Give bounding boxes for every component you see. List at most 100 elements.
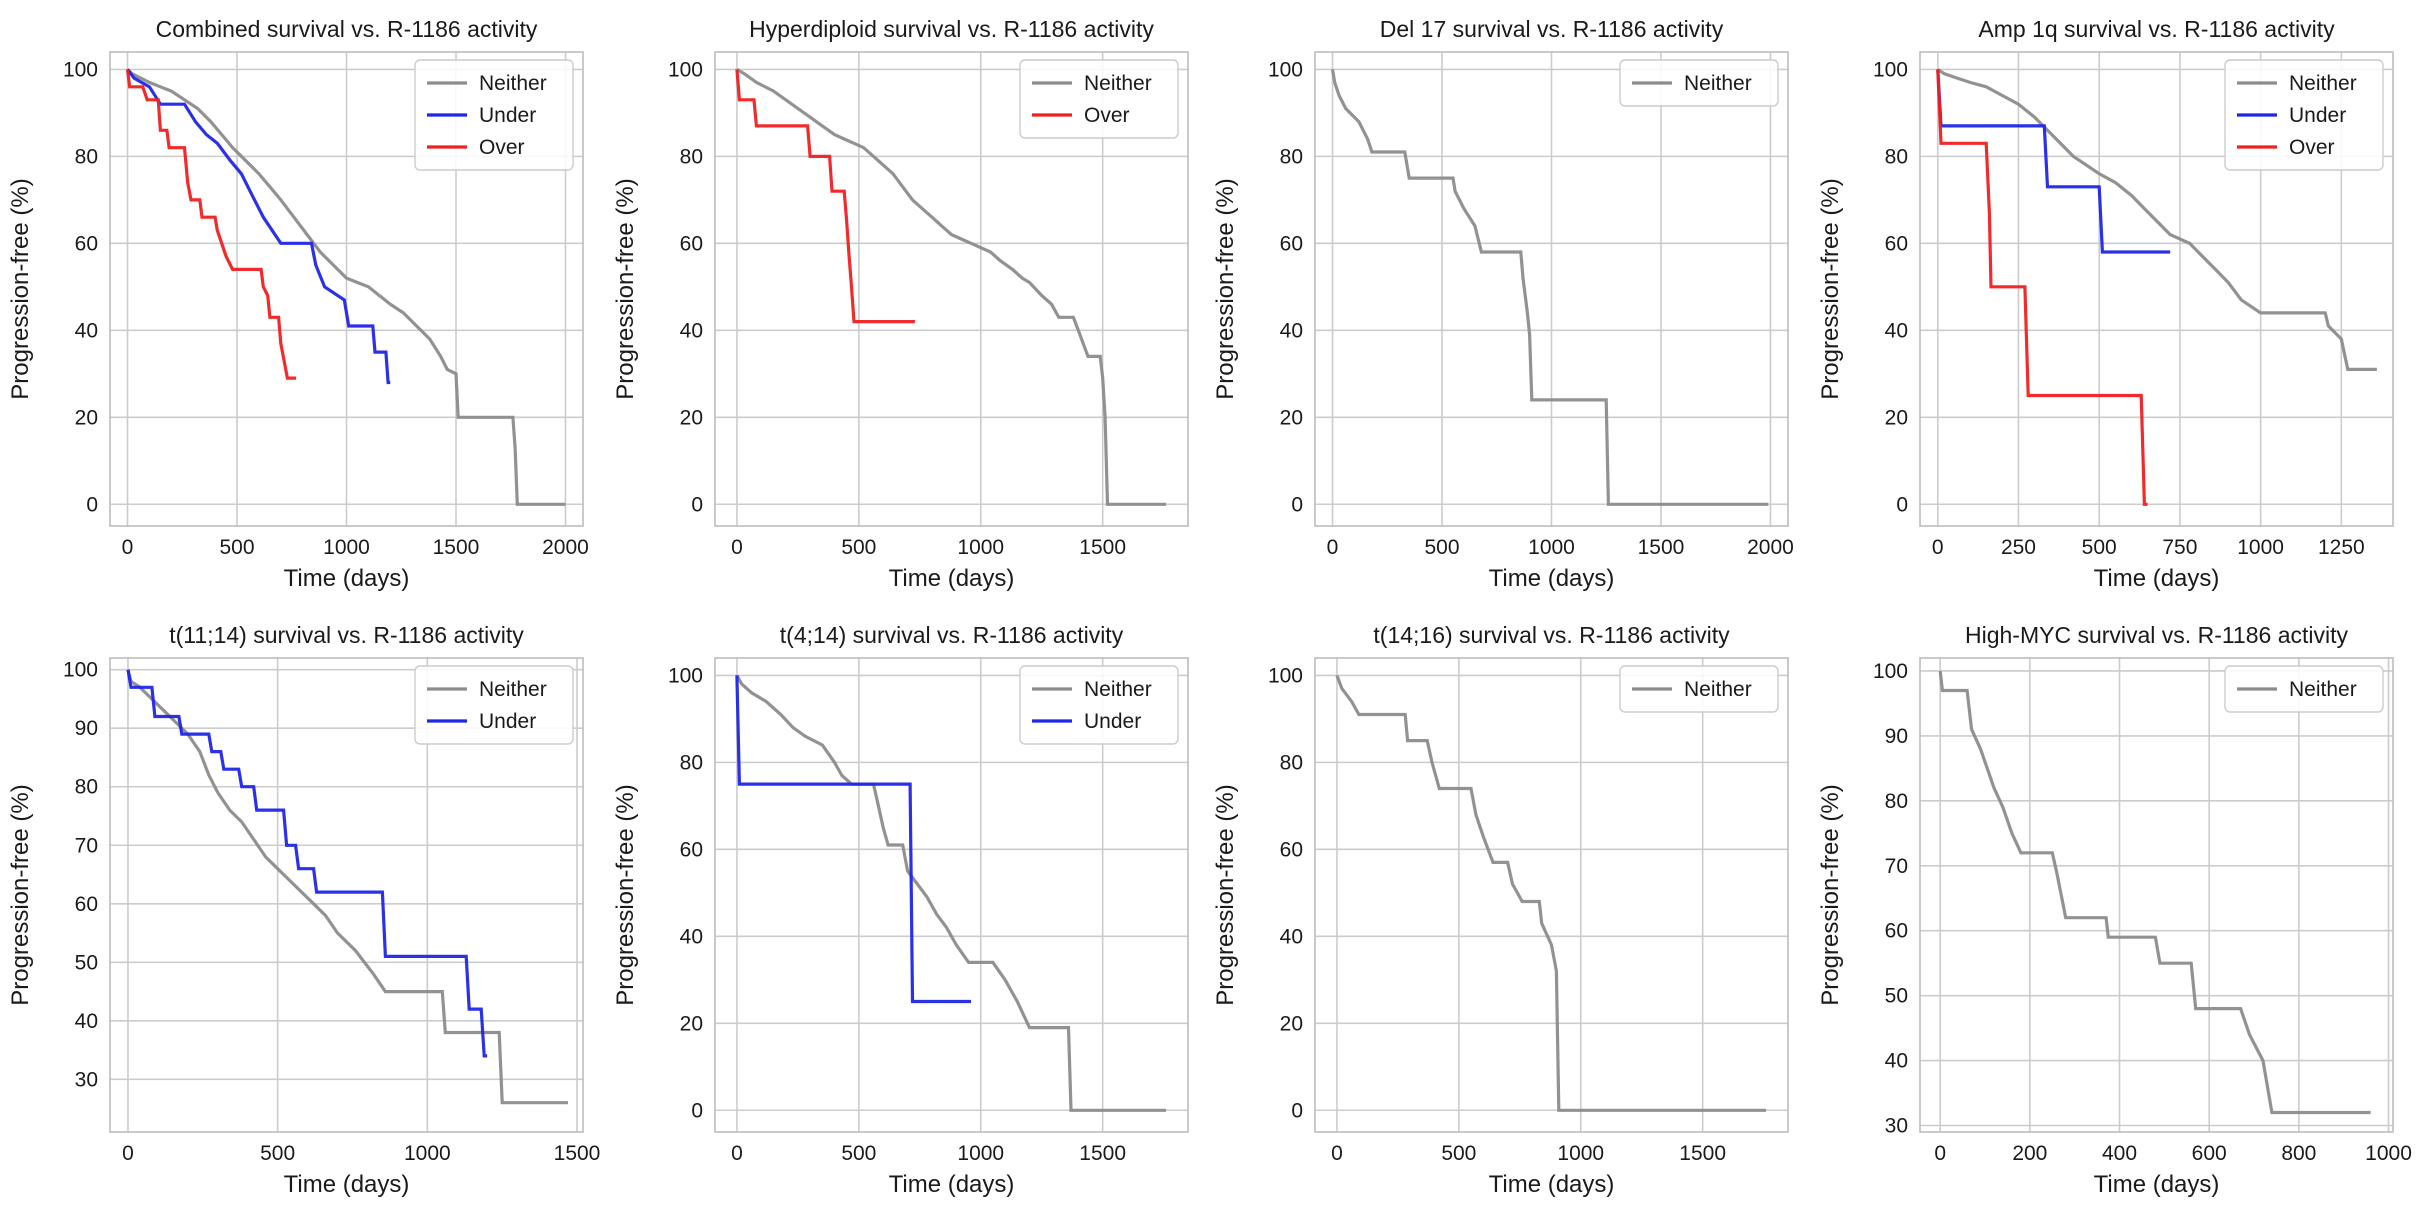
series-line-over (125, 69, 297, 380)
y-tick-label: 40 (1885, 1050, 1908, 1073)
x-tick-label: 0 (1327, 536, 1339, 559)
y-tick-label: 40 (1885, 319, 1908, 342)
legend-box (2224, 665, 2384, 713)
y-tick-label: 60 (1280, 232, 1303, 255)
y-tick-label: 0 (691, 493, 703, 516)
y-tick-label: 60 (1280, 838, 1303, 861)
x-tick-label: 1250 (2318, 536, 2365, 559)
x-axis-label: Time (days) (284, 565, 410, 592)
y-tick-label: 20 (1885, 406, 1908, 429)
y-tick-label: 90 (1885, 725, 1908, 748)
plot-frame (109, 657, 584, 1133)
x-tick-label: 1000 (957, 1142, 1004, 1165)
y-tick-label: 40 (75, 319, 98, 342)
x-tick-label: 800 (2281, 1142, 2316, 1165)
y-tick-label: 60 (75, 232, 98, 255)
y-tick-label: 0 (691, 1099, 703, 1122)
legend-box (414, 59, 574, 171)
chart-title: Hyperdiploid survival vs. R-1186 activit… (749, 16, 1154, 42)
chart-panel-5: 0 500 1000 1500 30 40 50 60 70 80 90 100 t(11;14) su… (7, 622, 600, 1198)
chart-title: Amp 1q survival vs. R-1186 activity (1978, 16, 2335, 42)
chart-panel-2: 0 500 1000 1500 0 20 40 60 80 100 Hyperdiploid sur… (612, 16, 1189, 592)
y-tick-label: 60 (680, 232, 703, 255)
chart-panel-4: 0 250 500 750 1000 1250 0 20 40 60 80 100 Amp 1q sur… (1817, 16, 2394, 592)
y-tick-label: 90 (75, 717, 98, 740)
y-tick-label: 20 (1280, 406, 1303, 429)
x-tick-label: 1500 (554, 1142, 601, 1165)
y-tick-label: 60 (680, 838, 703, 861)
x-tick-label: 1500 (1679, 1142, 1726, 1165)
y-tick-label: 20 (75, 406, 98, 429)
y-axis-label: Progression-free (%) (1817, 178, 1844, 399)
legend-box (1619, 59, 1779, 107)
y-axis-label: Progression-free (%) (7, 178, 34, 399)
x-axis-label: Time (days) (1489, 1171, 1615, 1198)
x-tick-label: 0 (122, 536, 134, 559)
y-tick-label: 80 (75, 776, 98, 799)
y-axis-label: Progression-free (%) (1817, 784, 1844, 1005)
legend-label-neither: Neither (2289, 72, 2357, 95)
chart-title: t(4;14) survival vs. R-1186 activity (780, 622, 1124, 648)
x-tick-label: 400 (2102, 1142, 2137, 1165)
legend: Neither Under Over (414, 59, 574, 171)
legend-label-under: Under (479, 104, 536, 127)
x-tick-label: 0 (731, 536, 743, 559)
x-tick-label: 1000 (323, 536, 370, 559)
y-tick-label: 20 (1280, 1012, 1303, 1035)
y-tick-label: 0 (1896, 493, 1908, 516)
legend: Neither (1619, 665, 1779, 713)
plot-frame (714, 657, 1189, 1133)
y-tick-label: 80 (1280, 145, 1303, 168)
x-tick-label: 1000 (404, 1142, 451, 1165)
y-axis-label: Progression-free (%) (1212, 784, 1239, 1005)
y-tick-label: 60 (75, 893, 98, 916)
chart-panel-1: 0 500 1000 1500 2000 0 20 40 60 80 100 Combined sur… (7, 16, 589, 592)
x-tick-label: 2000 (1747, 536, 1794, 559)
y-tick-label: 60 (1885, 920, 1908, 943)
legend-label-under: Under (1084, 710, 1141, 733)
y-tick-label: 80 (680, 145, 703, 168)
y-tick-label: 80 (1885, 145, 1908, 168)
series-line-neither (736, 68, 1167, 506)
x-tick-label: 0 (1331, 1142, 1343, 1165)
x-axis-label: Time (days) (889, 1171, 1015, 1198)
legend-label-neither: Neither (479, 678, 547, 701)
x-tick-label: 500 (2082, 536, 2117, 559)
y-tick-label: 40 (680, 925, 703, 948)
series-line-neither (1938, 670, 2371, 1115)
chart-title: High-MYC survival vs. R-1186 activity (1965, 622, 2349, 648)
y-tick-label: 100 (668, 664, 703, 687)
y-tick-label: 20 (680, 1012, 703, 1035)
x-tick-label: 0 (1934, 1142, 1946, 1165)
plot-area (1315, 658, 1788, 1132)
y-tick-label: 80 (680, 751, 703, 774)
y-tick-label: 100 (1268, 664, 1303, 687)
x-tick-label: 0 (731, 1142, 743, 1165)
legend-label-neither: Neither (1084, 678, 1152, 701)
x-tick-label: 500 (1424, 536, 1459, 559)
series-line-neither (126, 68, 566, 506)
y-tick-label: 100 (1268, 58, 1303, 81)
x-tick-label: 1000 (957, 536, 1004, 559)
y-tick-label: 80 (75, 145, 98, 168)
legend-label-over: Over (1084, 104, 1130, 127)
legend-box (414, 665, 574, 745)
x-tick-label: 1000 (2237, 536, 2284, 559)
legend-label-neither: Neither (2289, 678, 2357, 701)
y-tick-label: 0 (1291, 1099, 1303, 1122)
x-tick-label: 500 (260, 1142, 295, 1165)
x-tick-label: 600 (2192, 1142, 2227, 1165)
x-tick-label: 200 (2012, 1142, 2047, 1165)
series-line-neither (735, 674, 1167, 1112)
x-tick-label: 500 (1441, 1142, 1476, 1165)
legend: Neither Under (1019, 665, 1179, 745)
x-tick-label: 1000 (1557, 1142, 1604, 1165)
x-axis-label: Time (days) (2094, 565, 2220, 592)
x-tick-label: 250 (2001, 536, 2036, 559)
y-tick-label: 50 (75, 951, 98, 974)
legend-label-neither: Neither (1084, 72, 1152, 95)
y-tick-label: 70 (1885, 855, 1908, 878)
legend: Neither Under (414, 665, 574, 745)
y-tick-label: 100 (668, 58, 703, 81)
